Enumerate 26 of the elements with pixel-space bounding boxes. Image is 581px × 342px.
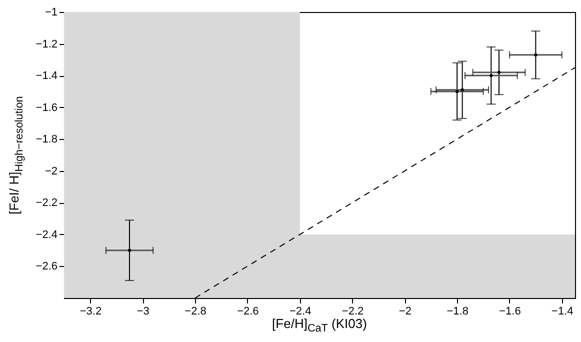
- x-tick-label: −2.4: [289, 306, 312, 318]
- y-tick-label: −1.4: [36, 70, 58, 82]
- y-tick-label: −1.8: [36, 134, 58, 146]
- y-tick-label: −1.6: [36, 102, 58, 114]
- y-tick-label: −2.4: [36, 228, 58, 241]
- x-tick-label: −2.6: [237, 306, 259, 318]
- point: [460, 88, 464, 92]
- x-tick-label: −2.2: [342, 306, 364, 318]
- y-tick-label: −2.6: [36, 260, 58, 273]
- x-tick-label: −3.2: [80, 306, 102, 318]
- point: [497, 70, 501, 74]
- y-tick-label: −1: [44, 6, 58, 18]
- point: [534, 53, 538, 56]
- x-tick-label: −3: [136, 306, 150, 318]
- x-tick-label: −1.4: [552, 306, 574, 318]
- y-tick-label: −2: [44, 165, 58, 178]
- x-axis-title: [Fe/H]$_{CaT}$ (KI03): [271, 316, 368, 337]
- point: [128, 248, 132, 252]
- y-tick-label: −1.2: [36, 38, 58, 50]
- x-tick-label: −1.8: [446, 306, 468, 318]
- y-tick-label: −2.2: [36, 197, 58, 210]
- x-tick-label: −2: [398, 306, 412, 318]
- x-tick-label: −1.6: [499, 306, 521, 318]
- point: [455, 90, 459, 94]
- point: [490, 74, 493, 78]
- x-tick-label: −2.8: [184, 306, 206, 318]
